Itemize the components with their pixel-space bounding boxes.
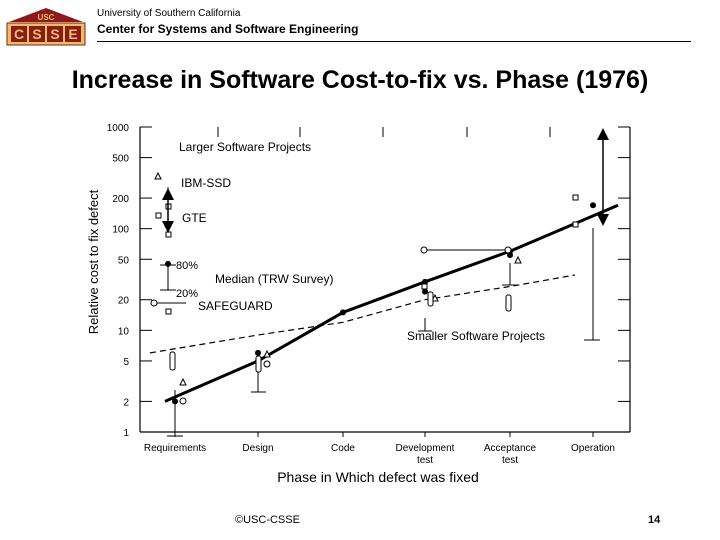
median-label: Median (TRW Survey): [215, 272, 333, 286]
university-name: University of Southern California: [97, 8, 241, 19]
y-tick-label: 5: [123, 357, 129, 368]
slide-title: Increase in Software Cost-to-fix vs. Pha…: [71, 66, 649, 94]
larger-projects-label: Larger Software Projects: [179, 140, 311, 154]
x-tick-label: Code: [331, 443, 355, 454]
y-tick-label: 10: [118, 326, 130, 337]
median-point: [422, 288, 428, 295]
larger-series-point: [340, 309, 346, 316]
svg-text:C: C: [14, 26, 24, 42]
x-ticks: Requirements Design Code Development test Acc…: [144, 127, 615, 466]
y-tick-label: 20: [118, 296, 130, 307]
p80-label: 80%: [176, 260, 198, 272]
x-tick-label: Development test: [396, 443, 455, 466]
larger-projects-line: [164, 203, 619, 403]
x-tick-label: Acceptance test: [484, 443, 537, 466]
p20-label: 20%: [176, 288, 198, 300]
median-point: [507, 252, 513, 259]
svg-text:S: S: [50, 26, 59, 42]
copyright: ©USC-CSSE: [235, 514, 300, 526]
larger-series-point: [422, 278, 428, 285]
svg-text:S: S: [32, 26, 41, 42]
y-tick-label: 100: [112, 225, 129, 236]
y-tick-label: 50: [118, 255, 130, 266]
header-rule: [97, 41, 691, 42]
svg-text:USC: USC: [38, 13, 55, 22]
y-tick-label: 500: [112, 154, 129, 165]
y-tick-label: 1: [123, 428, 129, 439]
x-tick-label: Operation: [571, 443, 615, 454]
ibm-ssd-label: IBM-SSD: [181, 176, 231, 190]
median-point: [255, 349, 261, 356]
y-ticks: 1 2 5 10 20 50 100 200 500 1000: [107, 123, 630, 439]
smaller-projects-label: Smaller Software Projects: [407, 329, 545, 343]
y-axis-label: Relative cost to fix defect: [86, 189, 101, 334]
x-axis-label: Phase in Which defect was fixed: [277, 469, 479, 485]
y-tick-label: 1000: [107, 123, 130, 134]
center-name: Center for Systems and Software Engineer…: [97, 22, 359, 36]
x-tick-label: Requirements: [144, 443, 206, 454]
smaller-projects-line: [149, 274, 576, 354]
gte-label: GTE: [182, 211, 207, 225]
y-tick-label: 200: [112, 194, 129, 205]
larger-series-point: [590, 202, 596, 209]
survey-markers: [150, 171, 600, 437]
safeguard-label: SAFEGUARD: [198, 299, 273, 313]
y-tick-label: 2: [123, 397, 129, 408]
page-number: 14: [648, 514, 661, 526]
svg-text:E: E: [68, 26, 77, 42]
x-tick-label: Design: [242, 443, 273, 454]
